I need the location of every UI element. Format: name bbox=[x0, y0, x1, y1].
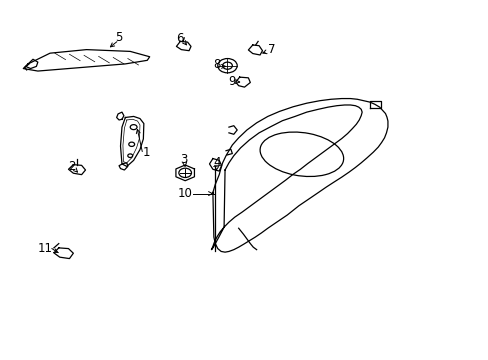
Text: 6: 6 bbox=[176, 32, 183, 45]
Text: 7: 7 bbox=[267, 43, 275, 56]
Polygon shape bbox=[209, 158, 221, 171]
Polygon shape bbox=[248, 45, 262, 55]
Polygon shape bbox=[212, 99, 387, 252]
Text: 3: 3 bbox=[180, 153, 187, 166]
Text: 11: 11 bbox=[38, 242, 53, 255]
Polygon shape bbox=[68, 165, 85, 175]
Text: 5: 5 bbox=[115, 31, 122, 44]
Polygon shape bbox=[120, 116, 143, 166]
Text: 10: 10 bbox=[177, 187, 192, 200]
Polygon shape bbox=[176, 165, 194, 181]
Text: 9: 9 bbox=[227, 75, 235, 88]
Polygon shape bbox=[235, 77, 250, 87]
Polygon shape bbox=[176, 41, 191, 51]
Polygon shape bbox=[54, 248, 73, 258]
Polygon shape bbox=[23, 50, 149, 71]
Text: 8: 8 bbox=[213, 58, 220, 72]
Text: 1: 1 bbox=[142, 146, 150, 159]
Text: 4: 4 bbox=[213, 156, 221, 169]
Text: 2: 2 bbox=[67, 160, 75, 173]
